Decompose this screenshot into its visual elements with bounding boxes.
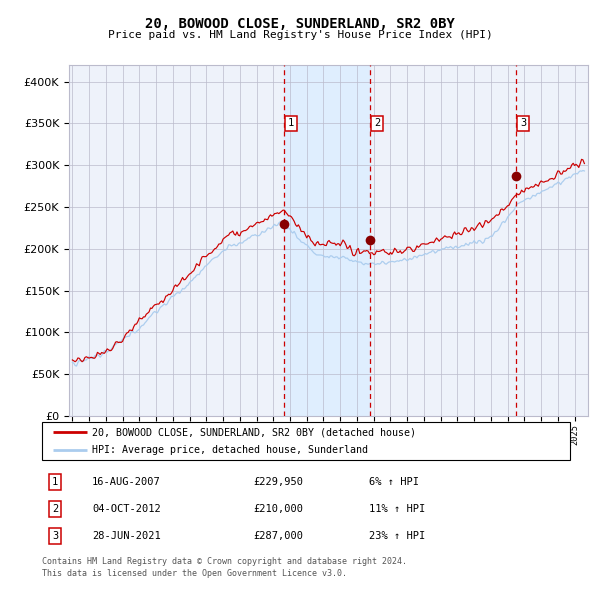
- Text: 16-AUG-2007: 16-AUG-2007: [92, 477, 161, 487]
- Text: 6% ↑ HPI: 6% ↑ HPI: [370, 477, 419, 487]
- Text: 1: 1: [52, 477, 58, 487]
- Text: £210,000: £210,000: [253, 504, 303, 514]
- Text: 3: 3: [52, 531, 58, 541]
- FancyBboxPatch shape: [42, 422, 570, 460]
- Text: 20, BOWOOD CLOSE, SUNDERLAND, SR2 0BY: 20, BOWOOD CLOSE, SUNDERLAND, SR2 0BY: [145, 17, 455, 31]
- Text: Price paid vs. HM Land Registry's House Price Index (HPI): Price paid vs. HM Land Registry's House …: [107, 31, 493, 40]
- Text: 2: 2: [374, 119, 380, 129]
- Text: 11% ↑ HPI: 11% ↑ HPI: [370, 504, 425, 514]
- Text: 20, BOWOOD CLOSE, SUNDERLAND, SR2 0BY (detached house): 20, BOWOOD CLOSE, SUNDERLAND, SR2 0BY (d…: [92, 428, 416, 438]
- Text: £287,000: £287,000: [253, 531, 303, 541]
- Text: 3: 3: [520, 119, 526, 129]
- Bar: [284, 65, 370, 416]
- Text: Contains HM Land Registry data © Crown copyright and database right 2024.
This d: Contains HM Land Registry data © Crown c…: [42, 557, 407, 578]
- Text: 28-JUN-2021: 28-JUN-2021: [92, 531, 161, 541]
- Text: £229,950: £229,950: [253, 477, 303, 487]
- Text: HPI: Average price, detached house, Sunderland: HPI: Average price, detached house, Sund…: [92, 445, 368, 455]
- Text: 1: 1: [288, 119, 294, 129]
- Text: 2: 2: [52, 504, 58, 514]
- Text: 23% ↑ HPI: 23% ↑ HPI: [370, 531, 425, 541]
- Text: 04-OCT-2012: 04-OCT-2012: [92, 504, 161, 514]
